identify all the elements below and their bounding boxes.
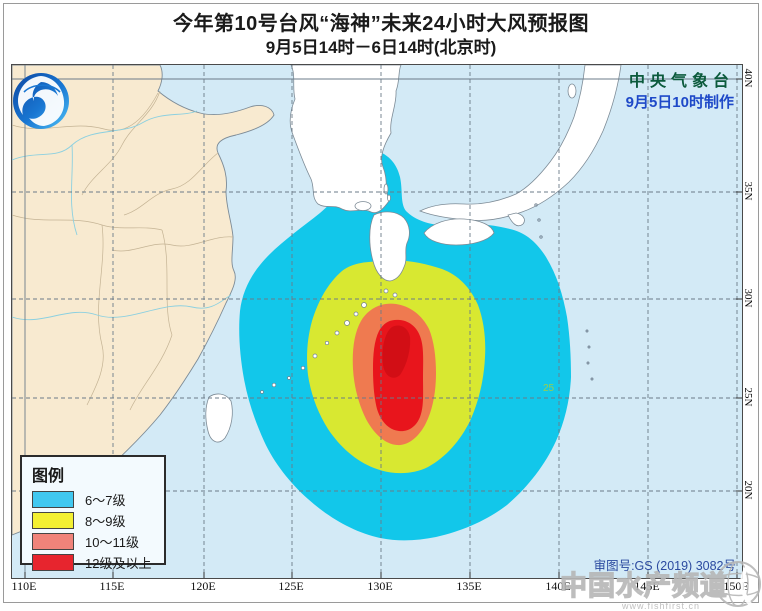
land-taiwan <box>205 393 233 443</box>
jeju-island <box>354 201 372 211</box>
watermark-name: 中国水产频道 <box>559 570 728 601</box>
ryukyu-islands <box>260 288 398 394</box>
axis-ticks <box>24 78 742 578</box>
agency-name: 中央气象台 <box>628 73 734 90</box>
legend-title: 图例 <box>32 468 65 485</box>
watermark-globe-icon <box>715 561 761 607</box>
lon-label: 135E <box>456 579 482 593</box>
gridline-inline-label: 25 <box>543 383 555 394</box>
lon-label: 140E <box>545 579 571 593</box>
lon-label: 125E <box>278 579 304 593</box>
pacific-islets <box>534 203 594 381</box>
lon-label: 120E <box>190 579 216 593</box>
legend-label: 6～7级 <box>85 492 126 508</box>
land-china <box>11 64 275 536</box>
lon-label: 110E <box>11 579 37 593</box>
legend-box: 图例 6～7级 8～9级 10～11级 12级及以上 <box>20 455 166 571</box>
agency-issue-time: 9月5日10时制作 <box>625 94 734 111</box>
lat-label: 20N <box>742 480 754 500</box>
legend-label: 12级及以上 <box>85 555 152 571</box>
tsushima-island <box>383 183 389 195</box>
legend-swatch-8-9 <box>32 511 74 529</box>
page-subtitle: 9月5日14时－6日14时(北京时) <box>265 38 497 57</box>
kii-peninsula <box>507 212 525 227</box>
shikoku <box>423 218 495 246</box>
cma-logo <box>13 73 69 129</box>
lat-label: 40N <box>742 68 754 88</box>
lat-label: 35N <box>742 181 754 201</box>
lon-label: 130E <box>367 579 393 593</box>
legend-swatch-10-11 <box>32 532 74 550</box>
rivers <box>11 110 232 321</box>
land-japan <box>369 64 622 282</box>
legend-label: 10～11级 <box>85 534 139 550</box>
lon-label: 145E <box>634 579 660 593</box>
map-license-number: 审图号:GS (2019) 3082号 <box>593 559 736 573</box>
lat-label: 30N <box>742 288 754 308</box>
watermark: 中国水产频道 www.fishfirst.cn <box>559 561 762 611</box>
legend-item: 6～7级 <box>32 490 154 508</box>
lon-label: 115E <box>99 579 125 593</box>
agency-credit: 中央气象台 9月5日10时制作 <box>626 72 734 113</box>
province-borders <box>11 90 234 411</box>
lat-label: 25N <box>742 387 754 407</box>
kyushu <box>369 211 410 282</box>
legend-label: 8～9级 <box>85 513 126 529</box>
legend-swatch-12-plus <box>32 553 74 571</box>
legend-item: 10～11级 <box>32 532 154 550</box>
wind-area-12-plus <box>373 319 424 432</box>
legend-item: 8～9级 <box>32 511 154 529</box>
sado-island <box>567 83 577 99</box>
land-korea <box>289 64 402 214</box>
page-title: 今年第10号台风“海神”未来24小时大风预报图 <box>173 13 589 35</box>
legend-item: 12级及以上 <box>32 553 154 571</box>
legend-swatch-6-7 <box>32 490 74 508</box>
